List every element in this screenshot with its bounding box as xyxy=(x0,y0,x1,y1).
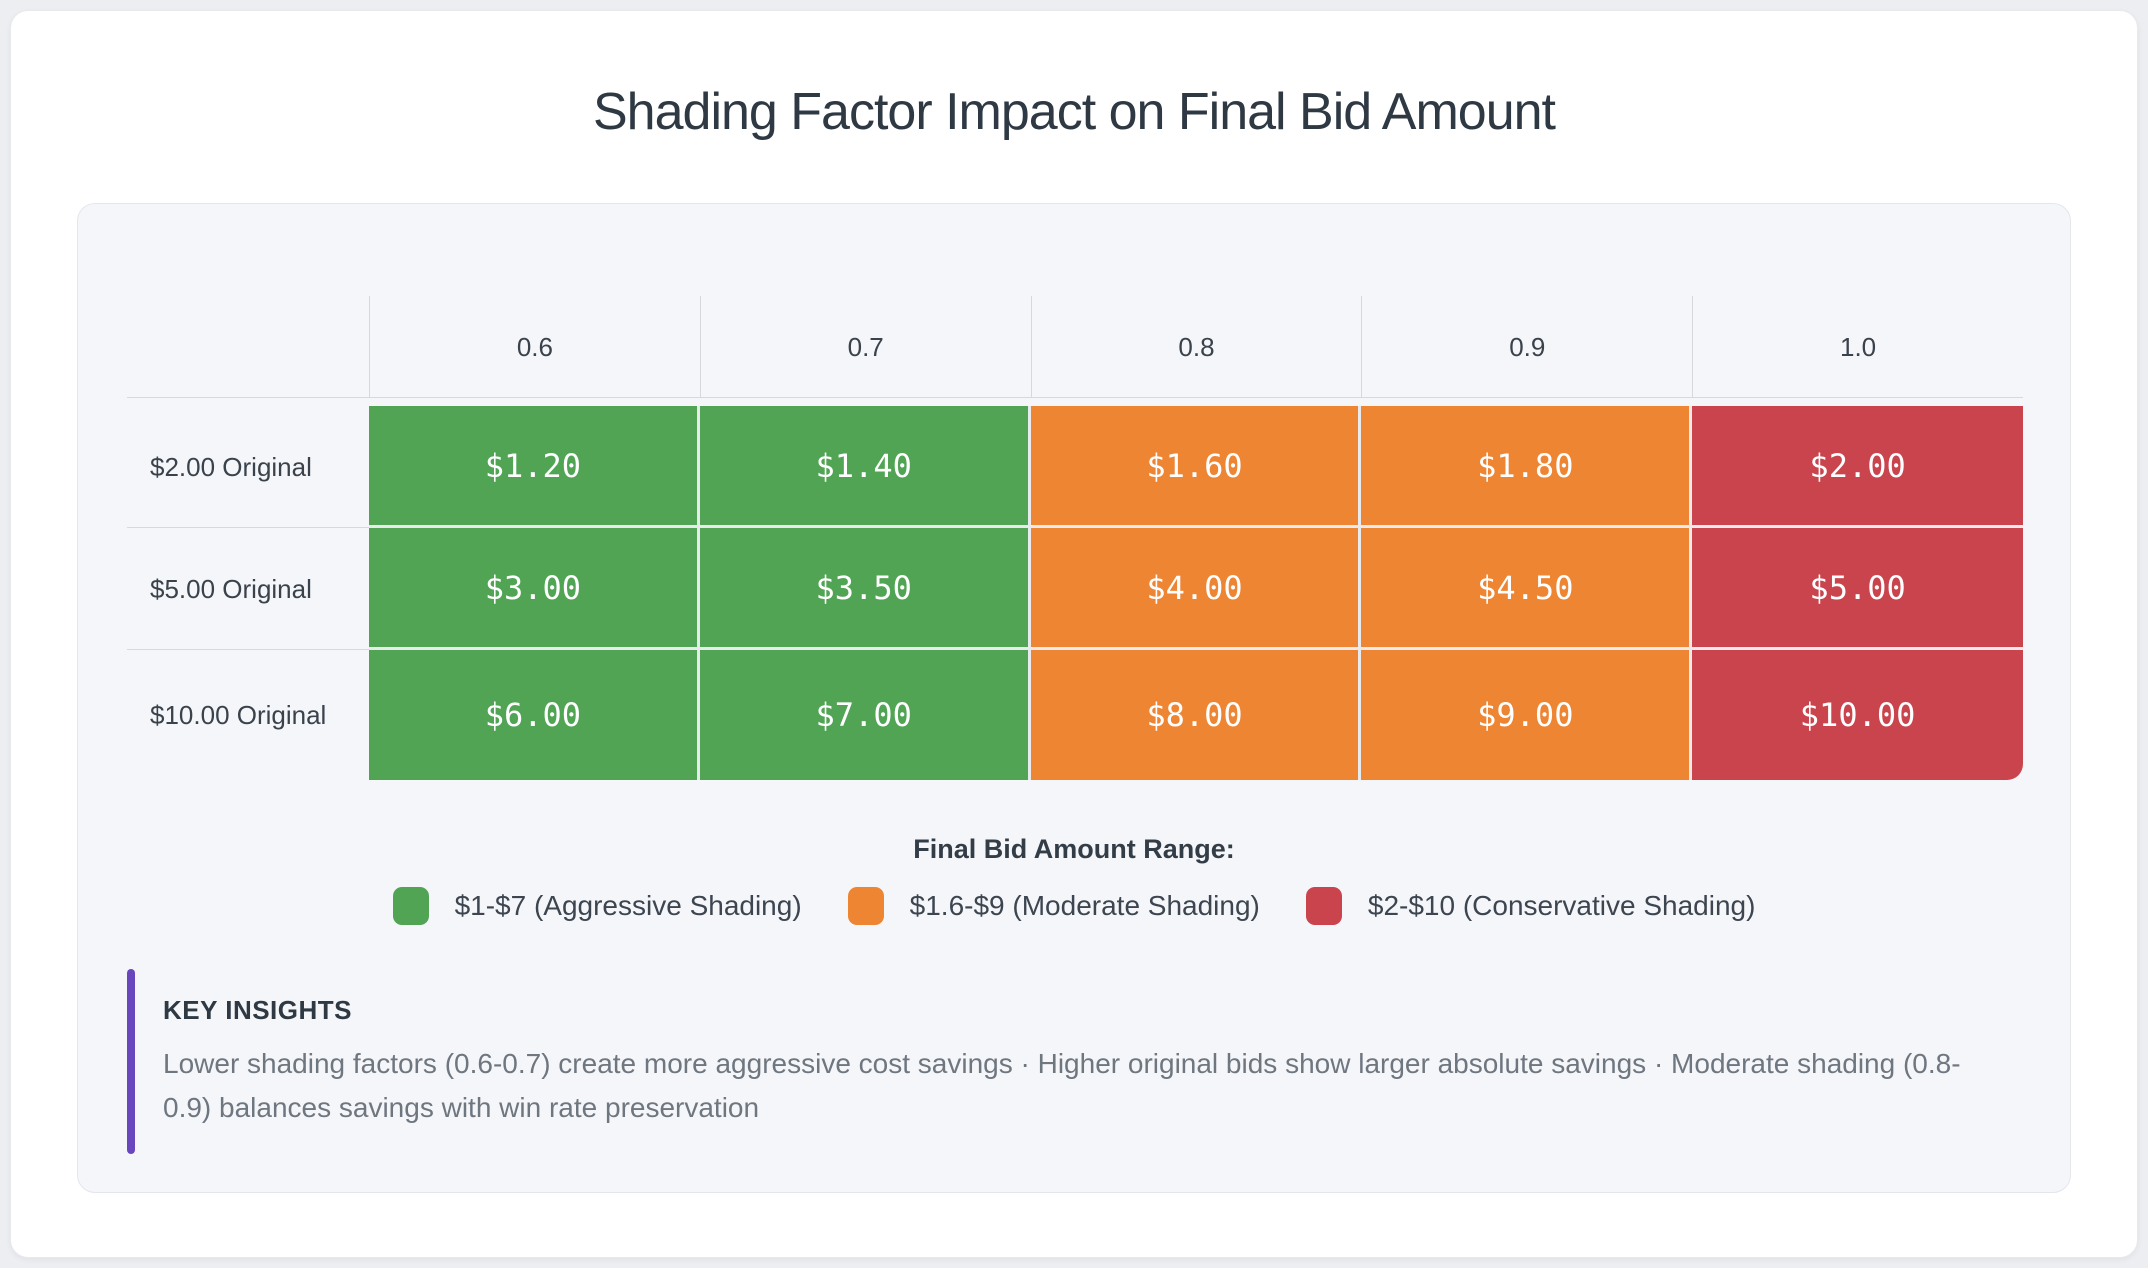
heatmap-cell: $1.40 xyxy=(699,406,1031,528)
heatmap-cell: $1.80 xyxy=(1361,406,1693,528)
heatmap-body: $2.00 Original $1.20 $1.40 $1.60 $1.80 $2.00 $… xyxy=(127,406,2023,780)
key-insights-title: KEY INSIGHTS xyxy=(163,995,353,1025)
heatmap-cell: $9.00 xyxy=(1361,650,1693,780)
legend-item: $1-$7 (Aggressive Shading) xyxy=(392,887,802,925)
legend-item: $1.6-$9 (Moderate Shading) xyxy=(847,887,1260,925)
heatmap-cell: $1.20 xyxy=(369,406,700,528)
chart-panel: 0.6 0.7 0.8 0.9 1.0 $2.00 Original $1.20 $1.40… xyxy=(77,203,2071,1193)
heatmap-cell: $3.00 xyxy=(369,528,700,650)
row-label: $10.00 Original xyxy=(150,700,327,730)
legend-label: $2-$10 (Conservative Shading) xyxy=(1367,890,1756,921)
heatmap-cell: $10.00 xyxy=(1692,650,2023,780)
key-insights-text: Lower shading factors (0.6-0.7) create m… xyxy=(163,1048,1961,1123)
row-label: $2.00 Original xyxy=(127,406,369,528)
legend-swatch xyxy=(847,887,884,925)
legend-swatch xyxy=(392,887,429,925)
heatmap-cell: $3.50 xyxy=(699,528,1031,650)
column-header-0.7: 0.7 xyxy=(699,296,1031,398)
legend-title: Final Bid Amount Range: xyxy=(913,834,1235,864)
insights-accent-bar xyxy=(127,969,135,1154)
heatmap-row: $10.00 Original $6.00 $7.00 $8.00 $9.00 $10.0… xyxy=(127,650,2023,780)
legend-item: $2-$10 (Conservative Shading) xyxy=(1305,887,1756,925)
key-insights: KEY INSIGHTS Lower shading factors (0.6-… xyxy=(127,969,2021,1154)
heatmap-cell: $7.00 xyxy=(699,650,1031,780)
heatmap-cell: $1.60 xyxy=(1030,406,1362,528)
heatmap-row: $2.00 Original $1.20 $1.40 $1.60 $1.80 $2.00 xyxy=(127,406,2023,528)
heatmap-cell: $4.00 xyxy=(1030,528,1362,650)
legend: Final Bid Amount Range: $1-$7 (Aggressiv… xyxy=(127,834,2021,925)
heatmap-cell: $6.00 xyxy=(369,650,700,780)
heatmap-corner-cell xyxy=(127,296,369,398)
column-header-0.6: 0.6 xyxy=(369,296,700,398)
heatmap-cell: $2.00 xyxy=(1692,406,2023,528)
column-header-1.0: 1.0 xyxy=(1692,296,2023,398)
legend-swatch xyxy=(1305,887,1342,925)
chart-card: Shading Factor Impact on Final Bid Amoun… xyxy=(10,10,2138,1258)
heatmap-cell: $8.00 xyxy=(1030,650,1362,780)
heatmap-header-row: 0.6 0.7 0.8 0.9 1.0 xyxy=(127,296,2023,398)
chart-title: Shading Factor Impact on Final Bid Amoun… xyxy=(593,83,1556,141)
legend-items: $1-$7 (Aggressive Shading) $1.6-$9 (Moder… xyxy=(127,887,2021,925)
column-header-0.8: 0.8 xyxy=(1030,296,1362,398)
heatmap-cell: $4.50 xyxy=(1361,528,1693,650)
column-header-0.9: 0.9 xyxy=(1361,296,1692,398)
heatmap-cell: $5.00 xyxy=(1692,528,2023,650)
heatmap: 0.6 0.7 0.8 0.9 1.0 $2.00 Original $1.20 $1.40… xyxy=(127,296,2023,780)
row-label: $5.00 Original xyxy=(127,528,369,650)
legend-label: $1-$7 (Aggressive Shading) xyxy=(454,890,802,921)
legend-label: $1.6-$9 (Moderate Shading) xyxy=(909,890,1260,921)
heatmap-row: $5.00 Original $3.00 $3.50 $4.00 $4.50 $5.00 xyxy=(127,528,2023,650)
